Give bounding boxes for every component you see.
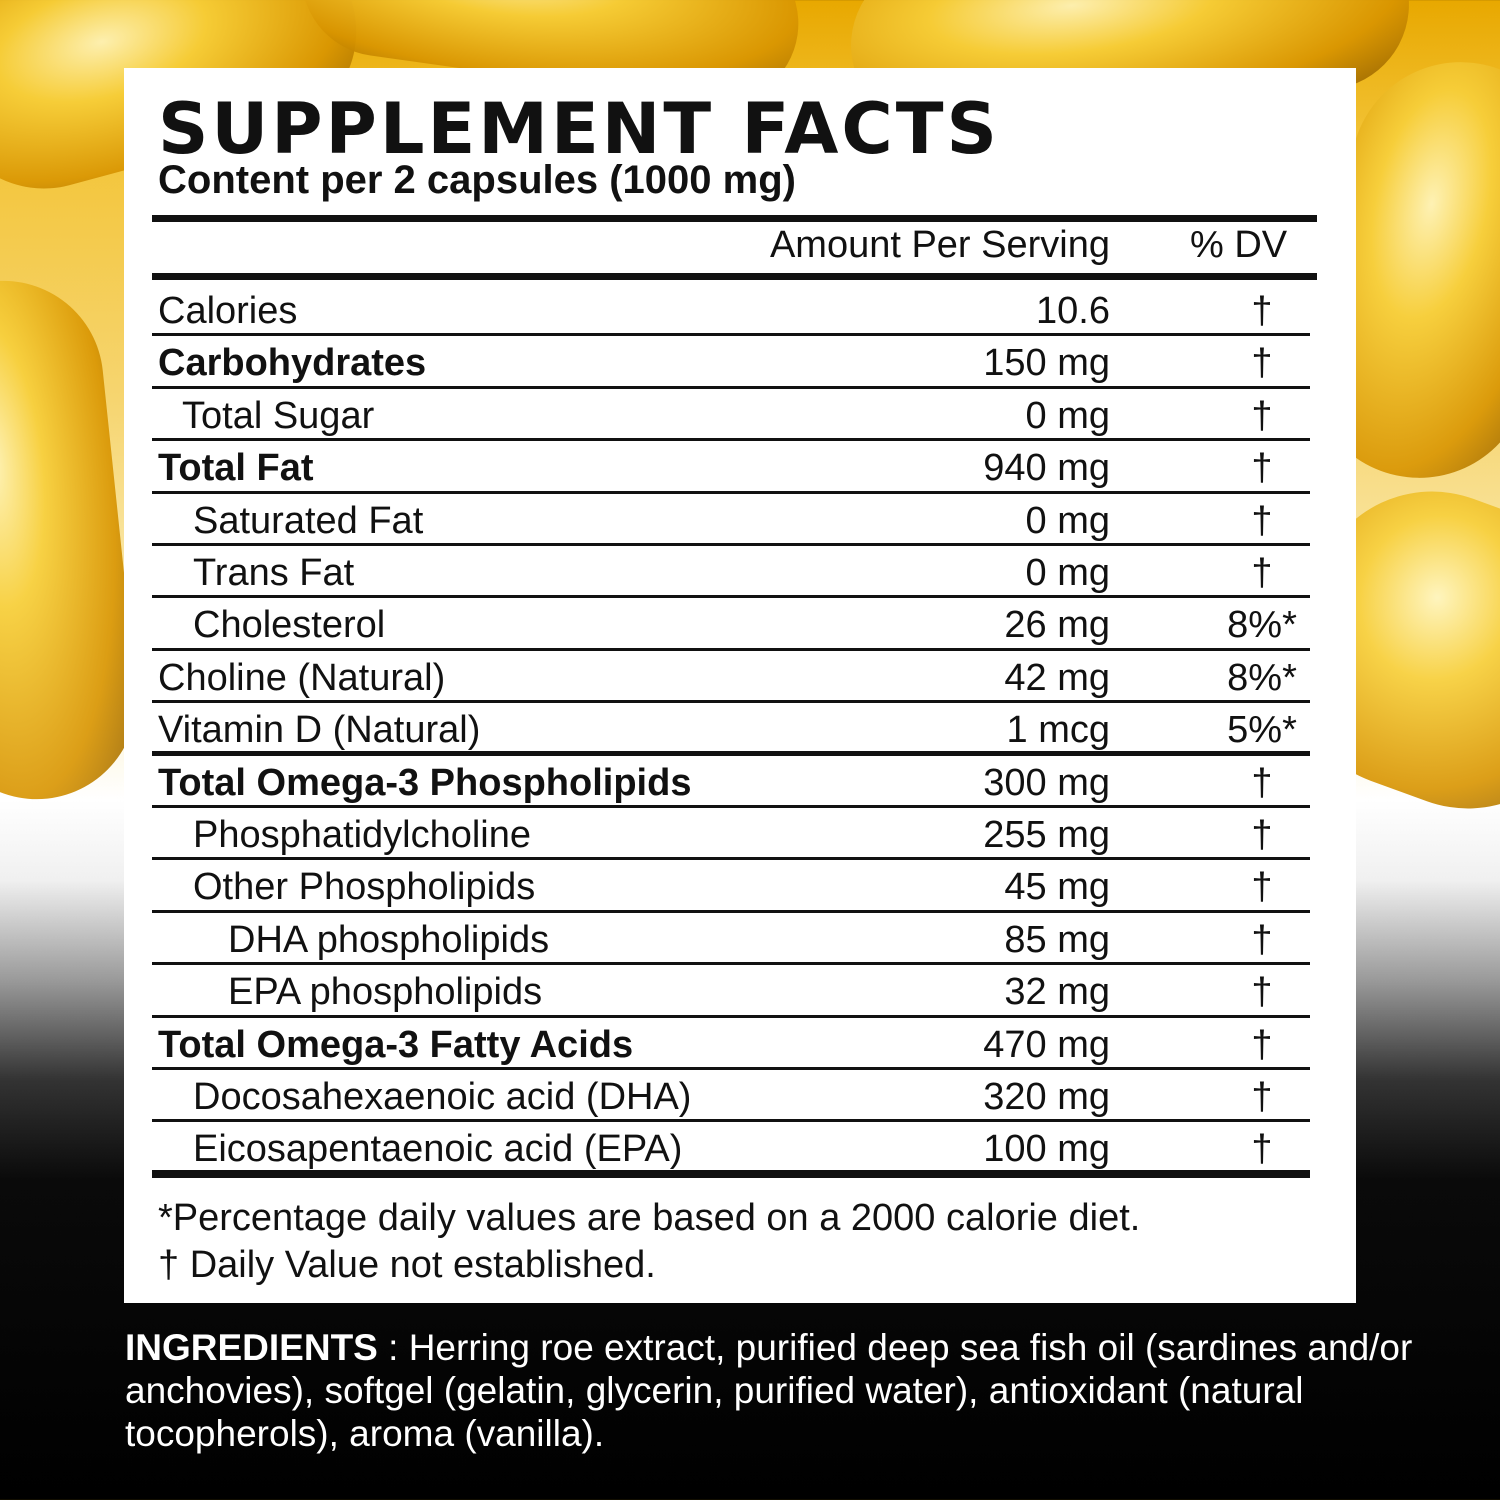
nutrient-dv: †	[1251, 342, 1273, 385]
divider	[152, 215, 1317, 222]
nutrient-amount: 100 mg	[983, 1128, 1110, 1171]
nutrient-name: Trans Fat	[193, 552, 355, 594]
table-row: Total Fat 940 mg †	[152, 441, 1310, 494]
table-row: Other Phospholipids 45 mg †	[152, 860, 1310, 913]
nutrient-dv: †	[1251, 761, 1273, 804]
nutrient-amount: 0 mg	[1025, 499, 1110, 542]
dv-header: % DV	[1190, 224, 1288, 266]
nutrient-amount: 0 mg	[1025, 552, 1110, 594]
table-row: Cholesterol 26 mg 8%*	[152, 598, 1310, 651]
nutrient-name: Total Omega-3 Phospholipids	[158, 761, 692, 804]
nutrient-name: Total Fat	[158, 447, 314, 490]
table-row: EPA phospholipids 32 mg †	[152, 965, 1310, 1018]
ingredients-label: INGREDIENTS	[125, 1327, 378, 1368]
nutrient-amount: 85 mg	[1004, 918, 1110, 961]
nutrient-amount: 26 mg	[1004, 604, 1110, 647]
nutrient-amount: 300 mg	[983, 761, 1110, 804]
nutrient-amount: 10.6	[1036, 290, 1110, 332]
nutrient-name: EPA phospholipids	[228, 971, 543, 1014]
table-row: Total Omega-3 Phospholipids 300 mg †	[152, 756, 1310, 808]
nutrient-name: Calories	[158, 290, 298, 332]
nutrient-dv: †	[1251, 1023, 1273, 1066]
table-row: DHA phospholipids 85 mg †	[152, 913, 1310, 966]
nutrient-name: Carbohydrates	[158, 342, 427, 385]
table-row: Total Sugar 0 mg †	[152, 389, 1310, 442]
nutrient-name: Choline (Natural)	[158, 656, 446, 699]
table-row: Vitamin D (Natural) 1 mcg 5%*	[152, 703, 1310, 756]
nutrient-dv: †	[1251, 814, 1273, 856]
ingredients-text: : Herring roe extract, purified deep sea…	[125, 1327, 1413, 1454]
nutrient-dv: †	[1251, 552, 1273, 594]
nutrient-dv: †	[1251, 447, 1273, 490]
table-row: Total Omega-3 Fatty Acids 470 mg †	[152, 1018, 1310, 1070]
nutrient-dv: †	[1251, 290, 1273, 332]
table-row: Calories 10.6 †	[152, 284, 1310, 337]
page-title: SUPPLEMENT FACTS	[158, 88, 1000, 170]
footnote: *Percentage daily values are based on a …	[158, 1197, 1141, 1239]
nutrient-amount: 255 mg	[983, 814, 1110, 856]
nutrient-dv: †	[1251, 1128, 1273, 1171]
nutrient-amount: 470 mg	[983, 1023, 1110, 1066]
nutrient-dv: †	[1251, 866, 1273, 909]
nutrient-amount: 940 mg	[983, 447, 1110, 490]
nutrient-amount: 1 mcg	[1006, 709, 1110, 752]
nutrient-dv: †	[1251, 918, 1273, 961]
nutrient-amount: 0 mg	[1025, 394, 1110, 437]
footnote: † Daily Value not established.	[158, 1244, 656, 1286]
nutrient-amount: 320 mg	[983, 1076, 1110, 1118]
table-row: Carbohydrates 150 mg †	[152, 336, 1310, 389]
table-row: Eicosapentaenoic acid (EPA) 100 mg †	[152, 1122, 1310, 1175]
nutrient-amount: 42 mg	[1004, 656, 1110, 699]
table-row: Docosahexaenoic acid (DHA) 320 mg †	[152, 1070, 1310, 1123]
table-row: Choline (Natural) 42 mg 8%*	[152, 651, 1310, 704]
serving-size: Content per 2 capsules (1000 mg)	[158, 158, 796, 202]
nutrient-name: DHA phospholipids	[228, 918, 550, 961]
nutrient-amount: 32 mg	[1004, 971, 1110, 1014]
nutrient-amount: 45 mg	[1004, 866, 1110, 909]
table-row: Phosphatidylcholine 255 mg †	[152, 808, 1310, 861]
nutrient-dv: 8%*	[1227, 656, 1297, 699]
nutrient-name: Vitamin D (Natural)	[158, 709, 481, 752]
nutrient-name: Saturated Fat	[193, 499, 424, 542]
nutrient-name: Cholesterol	[193, 604, 386, 647]
nutrient-name: Total Omega-3 Fatty Acids	[158, 1023, 634, 1066]
ingredients: INGREDIENTS : Herring roe extract, purif…	[125, 1326, 1425, 1455]
nutrient-name: Eicosapentaenoic acid (EPA)	[193, 1128, 683, 1171]
nutrient-dv: †	[1251, 971, 1273, 1014]
divider	[152, 1171, 1310, 1178]
table-row: Saturated Fat 0 mg †	[152, 494, 1310, 546]
nutrient-amount: 150 mg	[983, 342, 1110, 385]
nutrient-name: Other Phospholipids	[193, 866, 536, 909]
nutrient-dv: †	[1251, 499, 1273, 542]
nutrient-dv: 5%*	[1227, 709, 1297, 752]
divider	[152, 273, 1317, 280]
nutrient-name: Phosphatidylcholine	[193, 814, 532, 856]
table-row: Trans Fat 0 mg †	[152, 546, 1310, 599]
amount-header: Amount Per Serving	[769, 224, 1110, 266]
nutrient-dv: †	[1251, 394, 1273, 437]
nutrient-dv: 8%*	[1227, 604, 1297, 647]
nutrient-name: Total Sugar	[182, 394, 375, 437]
nutrient-name: Docosahexaenoic acid (DHA)	[193, 1076, 692, 1118]
nutrient-dv: †	[1251, 1076, 1273, 1118]
